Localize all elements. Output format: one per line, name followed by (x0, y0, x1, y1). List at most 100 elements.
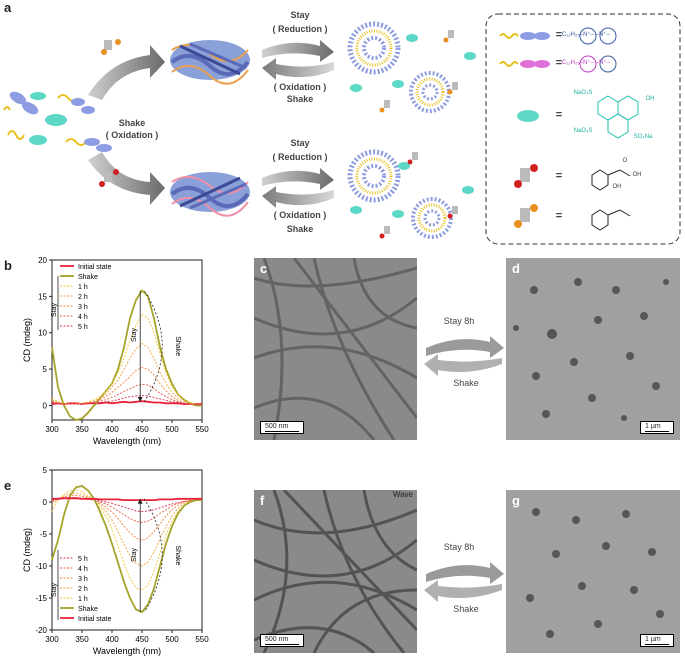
legend-viologen-pink (499, 55, 617, 73)
cd-chart-b: 300 350 400 450 500 550 0 5 10 15 20 Wavelength (nm… (22, 256, 209, 446)
acid-label-oh2: OH (612, 184, 622, 190)
legend-viologen-blue (499, 27, 617, 45)
x-axis-label: Wavelength (nm) (93, 436, 161, 446)
x-tick-label: 550 (195, 635, 209, 644)
legend-viologen1-text: C₁₂H₂₅–N⁺– –N⁺– (562, 32, 610, 38)
series-line (51, 492, 202, 567)
helix-top (170, 40, 250, 85)
legend-label: Initial state (78, 264, 112, 271)
x-tick-label: 400 (105, 425, 119, 434)
tem-image-g: g 1 µm (506, 490, 680, 653)
series-line (51, 367, 202, 406)
x-tick-label: 500 (165, 635, 179, 644)
x-tick-label: 550 (195, 425, 209, 434)
legend-label: 4 h (78, 566, 88, 573)
stay-arrowhead (137, 498, 143, 504)
y-tick-label: 5 (43, 365, 48, 374)
y-tick-label: 0 (43, 401, 48, 410)
panel-label-a: a (4, 0, 12, 15)
legend-pyranine (517, 95, 639, 139)
scale-bar-d: 1 µm (640, 421, 674, 434)
legend-label: Shake (78, 274, 98, 281)
x-tick-label: 400 (105, 635, 119, 644)
legend-viologen2-text: C₁₂H₂₅–N⁺– –N⁺– (562, 60, 610, 66)
x-tick-label: 350 (75, 425, 89, 434)
legend-d-acid (514, 164, 631, 191)
tem1-stay-label: Stay 8h (443, 316, 475, 326)
scale-bar-c: 500 nm (260, 421, 304, 434)
component-mixture (3, 91, 112, 152)
panel-label-c: c (260, 261, 268, 276)
panel-label-b: b (4, 258, 12, 273)
shake-label: Shake (174, 546, 181, 566)
bottom-oxidation-label: ( Oxidation ) (273, 210, 327, 220)
tem2-stay-label: Stay 8h (443, 542, 475, 552)
y-axis-label: CD (mdeg) (22, 528, 32, 572)
series-line (51, 489, 203, 591)
stay-center-label: Stay (131, 548, 138, 563)
top-stay-label: Stay (290, 10, 310, 20)
legend-label: 5 h (78, 556, 88, 563)
shake-curve (143, 290, 163, 403)
scale-text-g: 1 µm (645, 636, 661, 643)
legend-eq-4: = (555, 170, 563, 182)
legend-eq-2: = (555, 57, 563, 69)
stay-left-label: Stay (51, 583, 58, 598)
legend-box (485, 13, 681, 245)
panel-label-e: e (4, 478, 12, 493)
legend-label: Initial state (78, 616, 112, 623)
y-tick-label: -15 (35, 594, 47, 603)
legend-label: 1 h (78, 284, 88, 291)
x-tick-label: 450 (135, 635, 149, 644)
acid-scatter (379, 30, 458, 239)
y-tick-label: -10 (35, 562, 47, 571)
legend-eq-3: = (555, 109, 563, 121)
cd-chart-e: 300 350 400 450 500 550 -20 -15 -10 -5 0 5 Wavelengt… (22, 466, 209, 656)
stay-left-label: Stay (51, 303, 58, 318)
pyranine-label-4: SO₃Na (633, 134, 653, 140)
series-line (51, 313, 203, 406)
scheme-illustration (3, 13, 681, 245)
vesicle-bottom-large (347, 149, 401, 203)
legend-label: 3 h (78, 576, 88, 583)
plot-frame (51, 259, 203, 421)
legend-label: 2 h (78, 586, 88, 593)
x-tick-label: 350 (75, 635, 89, 644)
pyranine-label-1: NaO₃S (573, 90, 593, 96)
x-tick-label: 450 (135, 425, 149, 434)
y-axis-label: CD (mdeg) (22, 318, 32, 362)
y-tick-label: -20 (35, 626, 47, 635)
legend-label: 3 h (78, 304, 88, 311)
legend-eq-1: = (555, 29, 563, 41)
plot-frame (51, 469, 203, 631)
shake-label: Shake (174, 336, 181, 356)
legend-label: 1 h (78, 596, 88, 603)
vesicle-top-small (409, 71, 451, 113)
series-line (51, 400, 202, 405)
panel-label-g: g (512, 493, 520, 508)
acid-label-oh1: OH (632, 172, 642, 178)
panel-label-d: d (512, 261, 520, 276)
top-oxidation-label: ( Oxidation ) (273, 82, 327, 92)
series-line (51, 495, 202, 541)
series-line (52, 497, 202, 501)
shake-label: Shake (118, 118, 146, 128)
pyranine-label-3: NaO₃S (573, 128, 593, 134)
x-tick-label: 300 (45, 425, 59, 434)
vesicle-top-large (347, 21, 401, 75)
y-tick-label: 5 (43, 466, 48, 475)
legend-label: 5 h (78, 324, 88, 331)
bottom-stay-label: Stay (290, 138, 310, 148)
top-shake-label: Shake (286, 94, 314, 104)
x-axis-label: Wavelength (nm) (93, 646, 161, 656)
y-tick-label: 10 (38, 329, 47, 338)
stay-arrowhead (137, 396, 143, 402)
scale-text-d: 1 µm (645, 423, 661, 430)
scale-bar-g: 1 µm (640, 634, 674, 647)
legend-eq-5: = (555, 210, 563, 222)
legend-l-acid (514, 204, 631, 231)
x-tick-label: 300 (45, 635, 59, 644)
bottom-shake-label: Shake (286, 224, 314, 234)
tem1-shake-label: Shake (453, 378, 479, 388)
stay-center-label: Stay (131, 328, 138, 343)
